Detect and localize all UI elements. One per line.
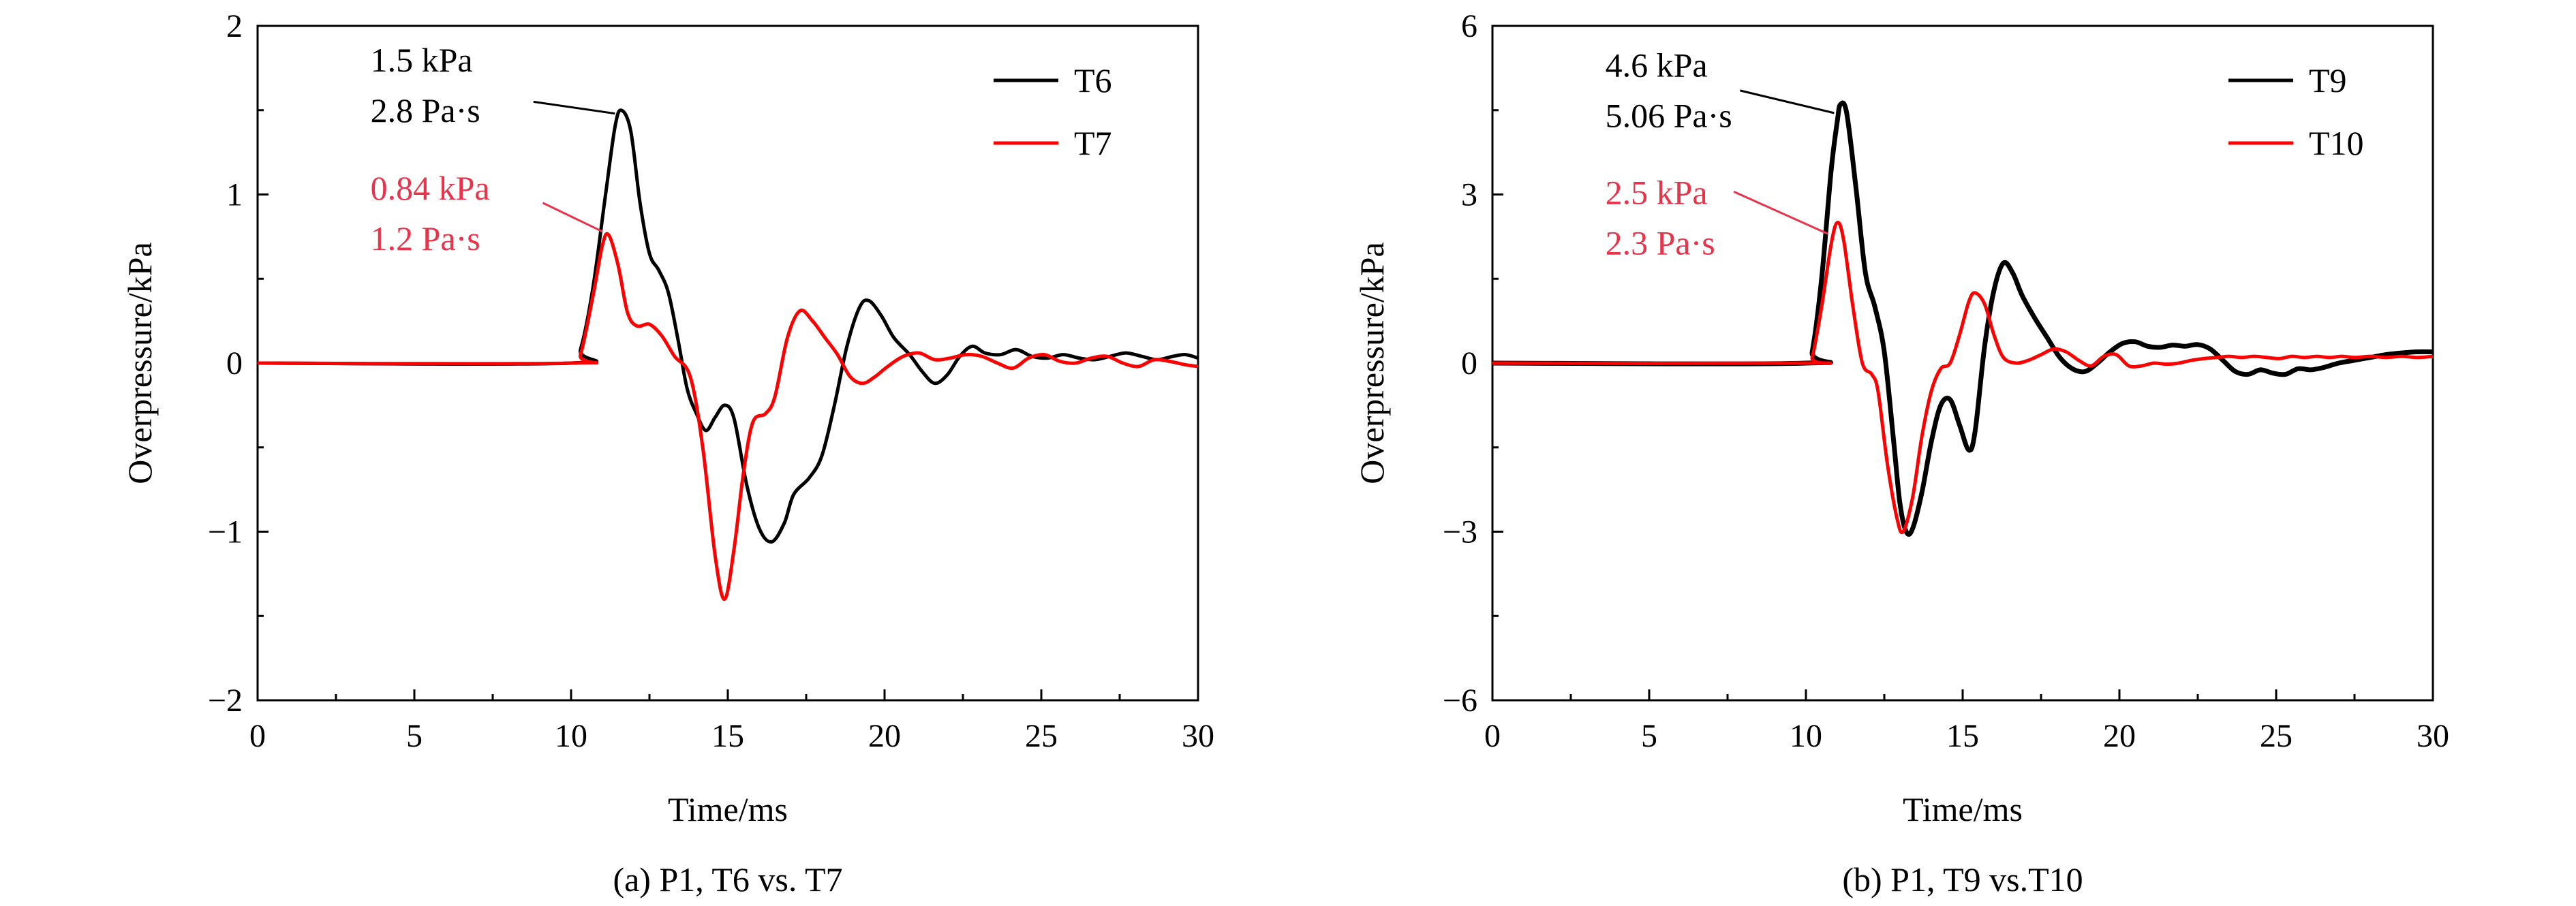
annotations: 4.6 kPa 5.06 Pa·s 2.5 kPa 2.3 Pa·s <box>1606 46 1835 262</box>
legend-label-t10: T10 <box>2309 124 2364 162</box>
x-tick-label: 10 <box>1790 718 1822 754</box>
x-tick-label: 25 <box>1025 718 1058 754</box>
annotation-leader-line <box>542 202 603 233</box>
x-tick-label: 30 <box>1182 718 1214 754</box>
annotations: 1.5 kPa 2.8 Pa·s 0.84 kPa 1.2 Pa·s <box>371 41 615 257</box>
legend-label-t9: T9 <box>2309 61 2347 99</box>
x-tick-label: 30 <box>2417 718 2449 754</box>
y-tick-label: −2 <box>208 683 243 719</box>
tick-marks <box>1491 25 2434 702</box>
y-axis-label: Overpressure/kPa <box>1353 242 1391 484</box>
y-tick-label: 0 <box>226 345 243 381</box>
y-tick-label: −6 <box>1443 683 1477 719</box>
annotation-leader-line <box>1733 191 1828 235</box>
x-axis-label: Time/ms <box>668 790 788 828</box>
y-tick-label: 2 <box>226 8 243 44</box>
tick-marks <box>256 25 1199 702</box>
series-line-t6 <box>257 108 1199 544</box>
series-line-t10 <box>1492 221 2434 535</box>
x-tick-label: 5 <box>406 718 423 754</box>
series-line-t9 <box>1492 100 2434 537</box>
tick-labels: 0 5 10 15 20 25 30 −6 −3 0 3 6 <box>1443 8 2449 754</box>
series-lines <box>1492 100 2434 537</box>
annotation-text: 1.2 Pa·s <box>371 219 480 257</box>
annotation-text: 2.3 Pa·s <box>1606 224 1715 262</box>
legend: T6 T7 <box>994 61 1112 162</box>
y-tick-label: −1 <box>208 514 243 550</box>
panel-caption: (a) P1, T6 vs. T7 <box>613 860 842 899</box>
x-tick-label: 20 <box>868 718 901 754</box>
x-tick-label: 20 <box>2103 718 2136 754</box>
annotation-text: 4.6 kPa <box>1606 46 1708 84</box>
y-tick-label: 0 <box>1461 345 1477 381</box>
x-tick-label: 25 <box>2260 718 2293 754</box>
x-tick-label: 0 <box>249 718 266 754</box>
annotation-text: 5.06 Pa·s <box>1606 96 1732 134</box>
legend-label-t7: T7 <box>1074 124 1112 162</box>
panel-a: 0 5 10 15 20 25 30 −2 −1 0 1 2 1.5 kPa 2.8 Pa·s 0.84 … <box>121 8 1214 899</box>
series-line-t7 <box>257 232 1199 602</box>
annotation-text: 0.84 kPa <box>371 169 490 207</box>
annotation-leader-line <box>1740 89 1835 114</box>
y-tick-label: 6 <box>1461 8 1477 44</box>
x-tick-label: 0 <box>1484 718 1501 754</box>
x-tick-label: 5 <box>1641 718 1657 754</box>
legend: T9 T10 <box>2228 61 2364 162</box>
annotation-text: 2.8 Pa·s <box>371 91 480 129</box>
x-axis-label: Time/ms <box>1903 790 2023 828</box>
y-tick-label: 1 <box>226 177 243 213</box>
x-tick-label: 15 <box>711 718 744 754</box>
panel-caption: (b) P1, T9 vs.T10 <box>1842 860 2083 899</box>
annotation-text: 2.5 kPa <box>1606 174 1708 212</box>
x-tick-label: 15 <box>1946 718 1979 754</box>
annotation-text: 1.5 kPa <box>371 41 473 79</box>
y-axis-label: Overpressure/kPa <box>121 242 159 484</box>
panel-b: 0 5 10 15 20 25 30 −6 −3 0 3 6 4.6 kPa 5.06 Pa·s 2.5 … <box>1353 8 2449 899</box>
y-tick-label: −3 <box>1443 514 1477 550</box>
tick-labels: 0 5 10 15 20 25 30 −2 −1 0 1 2 <box>208 8 1214 754</box>
y-tick-label: 3 <box>1461 177 1477 213</box>
annotation-leader-line <box>533 100 615 115</box>
x-tick-label: 10 <box>555 718 587 754</box>
series-lines <box>257 108 1199 602</box>
legend-label-t6: T6 <box>1074 61 1112 99</box>
